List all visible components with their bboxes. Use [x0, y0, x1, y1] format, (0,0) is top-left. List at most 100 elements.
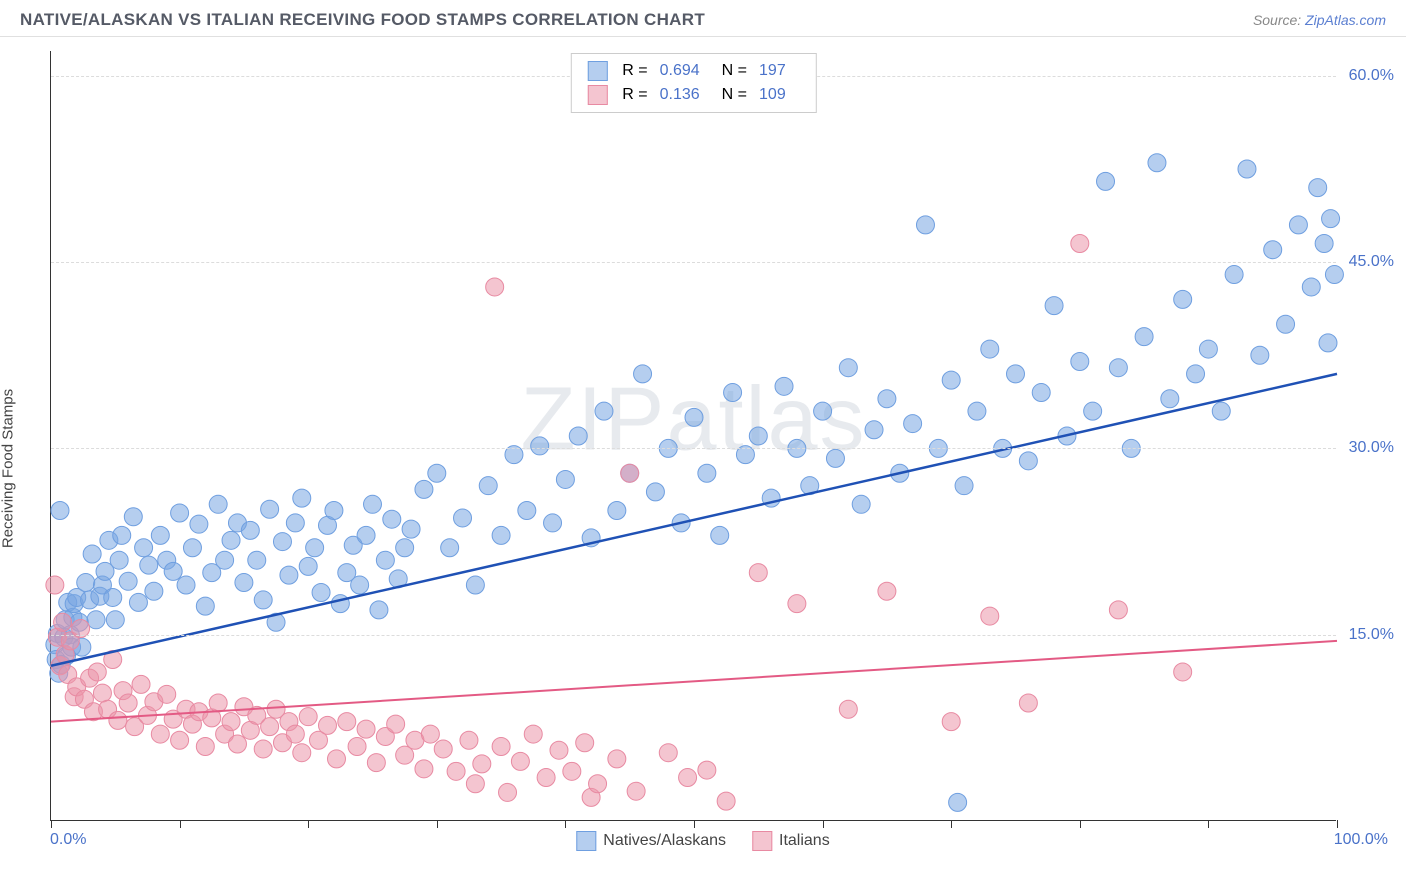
gridline-h: [51, 635, 1336, 636]
data-point: [698, 761, 716, 779]
data-point: [518, 502, 536, 520]
data-point: [1309, 179, 1327, 197]
y-tick-label: 15.0%: [1349, 626, 1394, 644]
x-tick: [565, 820, 566, 828]
data-point: [235, 574, 253, 592]
data-point: [852, 495, 870, 513]
data-point: [466, 576, 484, 594]
data-point: [981, 607, 999, 625]
data-point: [1319, 334, 1337, 352]
data-point: [441, 539, 459, 557]
data-point: [306, 539, 324, 557]
data-point: [981, 340, 999, 358]
data-point: [209, 495, 227, 513]
data-point: [454, 509, 472, 527]
data-point: [608, 750, 626, 768]
data-point: [415, 480, 433, 498]
data-point: [54, 613, 72, 631]
data-point: [364, 495, 382, 513]
scatter-svg: [51, 51, 1336, 820]
data-point: [158, 685, 176, 703]
data-point: [421, 725, 439, 743]
x-tick: [308, 820, 309, 828]
data-point: [151, 725, 169, 743]
x-tick: [1208, 820, 1209, 828]
data-point: [222, 713, 240, 731]
data-point: [367, 754, 385, 772]
data-point: [248, 551, 266, 569]
data-point: [717, 792, 735, 810]
chart-header: NATIVE/ALASKAN VS ITALIAN RECEIVING FOOD…: [0, 0, 1406, 37]
data-point: [351, 576, 369, 594]
data-point: [327, 750, 345, 768]
data-point: [428, 464, 446, 482]
data-point: [698, 464, 716, 482]
data-point: [1019, 452, 1037, 470]
data-point: [299, 557, 317, 575]
x-tick: [694, 820, 695, 828]
data-point: [286, 725, 304, 743]
data-point: [608, 502, 626, 520]
data-point: [1148, 154, 1166, 172]
data-point: [171, 504, 189, 522]
data-point: [135, 539, 153, 557]
data-point: [576, 734, 594, 752]
data-point: [839, 700, 857, 718]
data-point: [209, 694, 227, 712]
legend-item-series2: Italians: [752, 831, 830, 851]
data-point: [531, 437, 549, 455]
data-point: [621, 464, 639, 482]
data-point: [749, 427, 767, 445]
chart-area: Receiving Food Stamps R = 0.694 N = 197 …: [0, 37, 1406, 883]
data-point: [1174, 663, 1192, 681]
data-point: [177, 576, 195, 594]
data-point: [569, 427, 587, 445]
data-point: [241, 521, 259, 539]
data-point: [646, 483, 664, 501]
data-point: [110, 551, 128, 569]
data-point: [280, 566, 298, 584]
data-point: [1135, 328, 1153, 346]
data-point: [447, 762, 465, 780]
source-attribution: Source: ZipAtlas.com: [1253, 12, 1386, 28]
data-point: [1109, 601, 1127, 619]
data-point: [1238, 160, 1256, 178]
data-point: [1187, 365, 1205, 383]
data-point: [589, 775, 607, 793]
data-point: [904, 415, 922, 433]
data-point: [814, 402, 832, 420]
data-point: [563, 762, 581, 780]
data-point: [878, 582, 896, 600]
data-point: [1302, 278, 1320, 296]
data-point: [1315, 235, 1333, 253]
data-point: [171, 731, 189, 749]
gridline-h: [51, 448, 1336, 449]
data-point: [524, 725, 542, 743]
data-point: [261, 500, 279, 518]
data-point: [627, 782, 645, 800]
y-tick-label: 45.0%: [1349, 253, 1394, 271]
data-point: [1032, 384, 1050, 402]
data-point: [685, 408, 703, 426]
data-point: [348, 737, 366, 755]
data-point: [1007, 365, 1025, 383]
data-point: [370, 601, 388, 619]
source-link[interactable]: ZipAtlas.com: [1305, 12, 1386, 28]
data-point: [679, 769, 697, 787]
data-point: [550, 741, 568, 759]
x-max-label: 100.0%: [1334, 831, 1388, 849]
data-point: [312, 583, 330, 601]
data-point: [151, 526, 169, 544]
data-point: [325, 502, 343, 520]
data-point: [544, 514, 562, 532]
data-point: [1109, 359, 1127, 377]
trend-line: [51, 641, 1337, 722]
x-tick: [437, 820, 438, 828]
data-point: [942, 371, 960, 389]
data-point: [254, 740, 272, 758]
data-point: [556, 470, 574, 488]
x-origin-label: 0.0%: [50, 831, 86, 849]
legend-row-series2: R = 0.136 N = 109: [587, 83, 799, 107]
data-point: [659, 744, 677, 762]
r-value-series2: 0.136: [660, 83, 700, 107]
